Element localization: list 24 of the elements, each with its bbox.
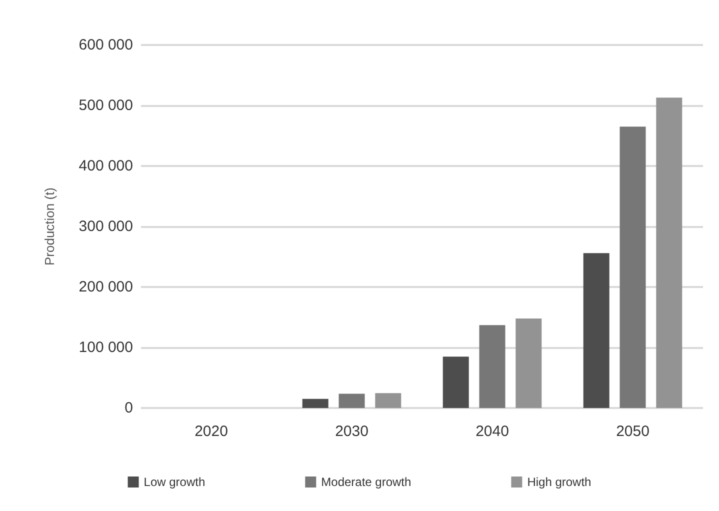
y-tick-label: 600 000 bbox=[78, 36, 133, 54]
x-tick-label: 2050 bbox=[616, 423, 650, 440]
bar bbox=[302, 398, 328, 408]
bar bbox=[516, 318, 542, 408]
y-tick-label: 400 000 bbox=[78, 158, 133, 174]
bar bbox=[479, 325, 506, 408]
y-tick-label: 300 000 bbox=[78, 218, 133, 235]
bar bbox=[375, 393, 402, 408]
legend-label: Low growth bbox=[144, 475, 206, 489]
bar bbox=[583, 253, 610, 408]
legend-label: Moderate growth bbox=[321, 475, 412, 489]
y-tick-label: 200 000 bbox=[78, 278, 133, 296]
bar bbox=[338, 394, 365, 408]
bar bbox=[442, 356, 469, 408]
x-tick-label: 2030 bbox=[335, 423, 368, 440]
y-tick-label: 0 bbox=[124, 400, 133, 416]
legend-label: High growth bbox=[527, 475, 592, 489]
y-axis-title: Production (t) bbox=[42, 187, 57, 266]
x-tick-label: 2040 bbox=[476, 423, 509, 440]
bar bbox=[656, 98, 682, 408]
bar bbox=[620, 126, 646, 408]
x-tick-label: 2020 bbox=[194, 423, 228, 440]
y-tick-label: 500 000 bbox=[78, 97, 133, 114]
y-tick-label: 100 000 bbox=[78, 339, 133, 356]
